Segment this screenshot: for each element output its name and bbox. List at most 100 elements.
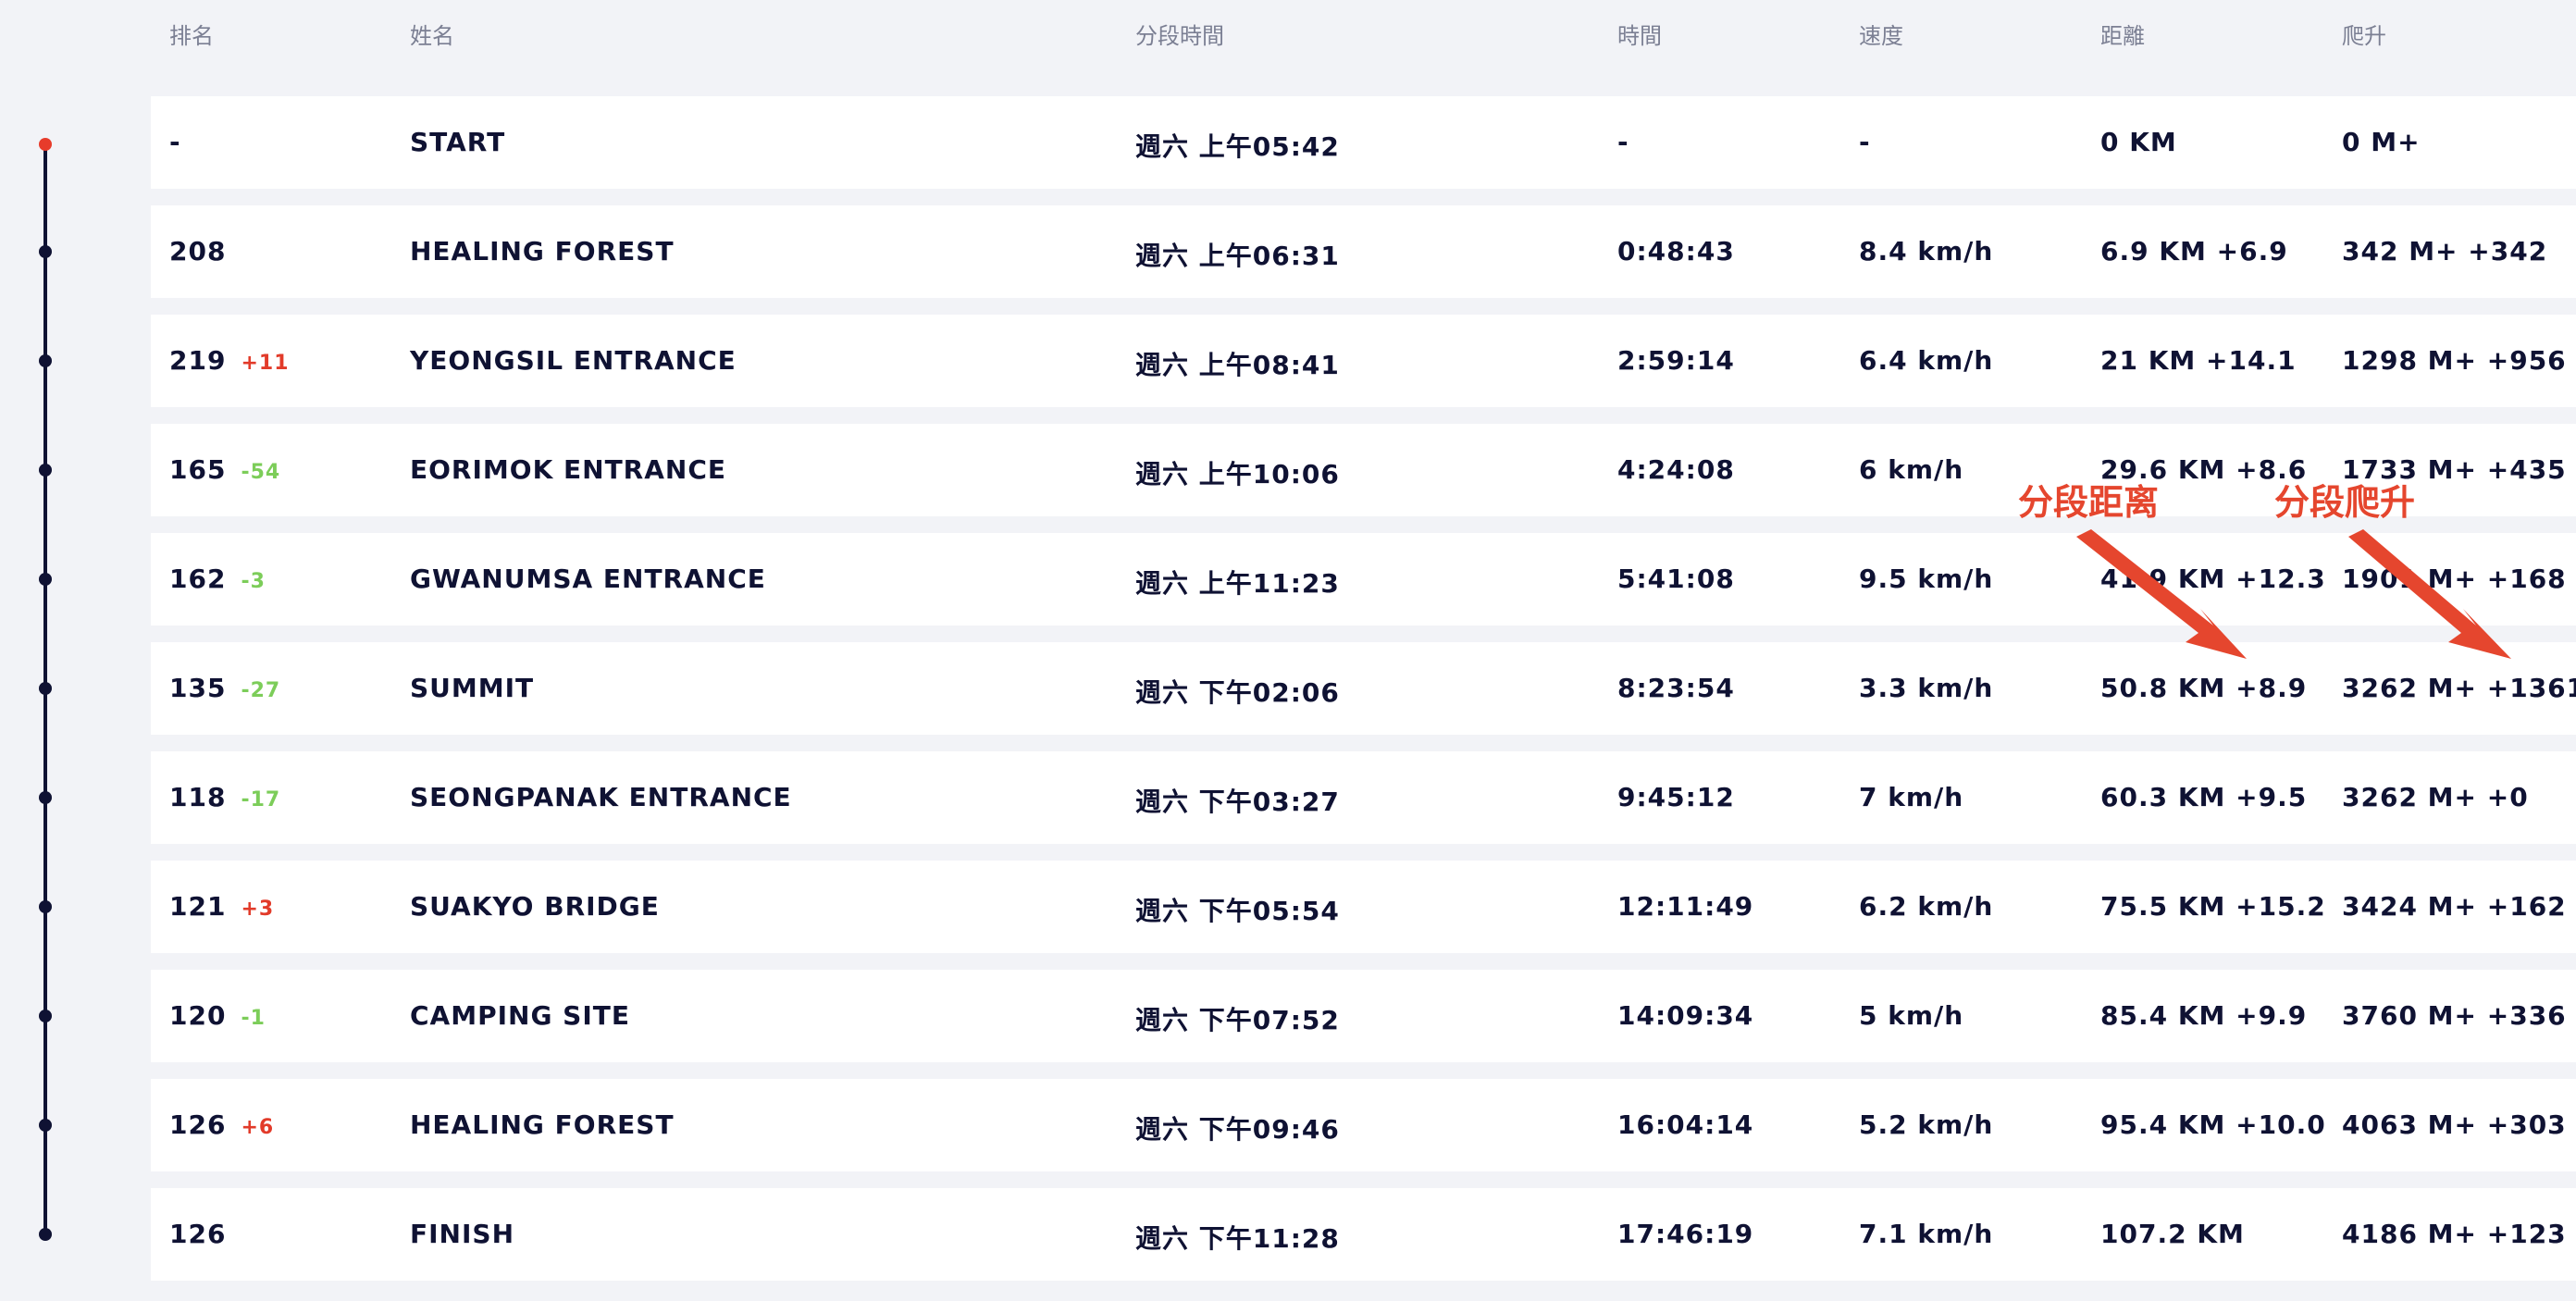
time-value: 12:11:49 [1617,891,1754,922]
header-elevation[interactable]: 爬升 [2342,23,2386,49]
table-row[interactable]: 135 -27 SUMMIT 週六 下午02:06 8:23:54 3.3 km/h 50.… [151,642,2576,735]
table-row[interactable]: 118 -17 SEONGPANAK ENTRANCE 週六 下午03:27 9:45:… [151,751,2576,844]
timeline-dot [39,573,52,586]
annotation-split-distance: 分段距离 [2018,482,2160,523]
rank-value: 208 [169,236,227,266]
elevation-value: 4186 M+ +123 [2342,1219,2567,1249]
cell-distance: 60.3 KM +9.5 [2100,782,2307,812]
cell-time: 12:11:49 [1617,891,1753,922]
table-row[interactable]: 162 -3 GWANUMSA ENTRANCE 週六 上午11:23 5:41:08 9… [151,533,2576,626]
cell-split-time: 週六 下午05:54 [1135,891,1340,928]
rank-value: 120 [169,1000,227,1031]
header-split-time[interactable]: 分段時間 [1135,23,1224,49]
name-value: HEALING FOREST [410,1109,675,1140]
name-value: YEONGSIL ENTRANCE [410,345,737,376]
name-value: SEONGPANAK ENTRANCE [410,782,792,812]
table-header: 排名 姓名 分段時間 時間 速度 距離 爬升 [0,0,2576,65]
cell-name: FINISH [410,1219,514,1249]
elevation-value: 0 M+ [2342,127,2421,157]
timeline-dot [39,354,52,367]
time-value: - [1617,127,1629,157]
name-value: FINISH [410,1219,514,1249]
cell-rank: 165 -54 [169,454,280,485]
elevation-value: 1298 M+ +956 [2342,345,2567,376]
cell-speed: 3.3 km/h [1859,673,1993,703]
header-rank[interactable]: 排名 [169,23,214,49]
rank-value: 121 [169,891,227,922]
header-speed[interactable]: 速度 [1859,23,1903,49]
timeline-dot [39,900,52,913]
cell-rank: 208 [169,236,226,266]
table-row[interactable]: 126 FINISH 週六 下午11:28 17:46:19 7.1 km/h 107.2… [151,1188,2576,1281]
cell-elevation: 3424 M+ +162 [2342,891,2567,922]
table-row[interactable]: 120 -1 CAMPING SITE 週六 下午07:52 14:09:34 5 km/… [151,970,2576,1062]
rank-change: -1 [241,1007,266,1030]
split-time-value: 週六 下午09:46 [1135,1114,1340,1145]
cell-split-time: 週六 上午11:23 [1135,564,1340,601]
cell-distance: 21 KM +14.1 [2100,345,2297,376]
table-row[interactable]: 208 HEALING FOREST 週六 上午06:31 0:48:43 8.4 km… [151,205,2576,298]
cell-split-time: 週六 上午05:42 [1135,127,1340,164]
header-time[interactable]: 時間 [1617,23,1662,49]
timeline-dot [39,1228,52,1241]
cell-time: 8:23:54 [1617,673,1735,703]
speed-value: - [1859,127,1871,157]
cell-elevation: 1298 M+ +956 [2342,345,2567,376]
cell-distance: 95.4 KM +10.0 [2100,1109,2326,1140]
speed-value: 8.4 km/h [1859,236,1994,266]
cell-rank: 126 +6 [169,1109,274,1140]
speed-value: 5.2 km/h [1859,1109,1994,1140]
cell-rank: 126 [169,1219,226,1249]
cell-name: START [410,127,505,157]
cell-name: HEALING FOREST [410,236,675,266]
table-row[interactable]: 121 +3 SUAKYO BRIDGE 週六 下午05:54 12:11:49 6.2 … [151,861,2576,953]
cell-time: 0:48:43 [1617,236,1735,266]
cell-speed: - [1859,127,1871,157]
cell-name: SUAKYO BRIDGE [410,891,660,922]
cell-split-time: 週六 下午02:06 [1135,673,1340,710]
rank-change: +6 [241,1116,275,1139]
split-time-value: 週六 上午11:23 [1135,568,1340,599]
table-row[interactable]: 165 -54 EORIMOK ENTRANCE 週六 上午10:06 4:24:08 6… [151,424,2576,516]
elevation-value: 1733 M+ +435 [2342,454,2567,485]
rank-change: -27 [241,679,281,702]
table-row[interactable]: 126 +6 HEALING FOREST 週六 下午09:46 16:04:14 5.2… [151,1079,2576,1171]
cell-rank: 118 -17 [169,782,280,812]
distance-value: 29.6 KM +8.6 [2100,454,2308,485]
cell-speed: 7 km/h [1859,782,1963,812]
cell-elevation: 0 M+ [2342,127,2421,157]
speed-value: 5 km/h [1859,1000,1964,1031]
rank-change: +3 [241,898,275,921]
time-value: 14:09:34 [1617,1000,1754,1031]
speed-value: 6 km/h [1859,454,1964,485]
cell-time: 9:45:12 [1617,782,1735,812]
cell-speed: 8.4 km/h [1859,236,1993,266]
timeline-dot [39,1119,52,1132]
header-distance[interactable]: 距離 [2100,23,2145,49]
speed-value: 6.4 km/h [1859,345,1994,376]
rank-change: +11 [241,352,290,375]
cell-rank: 135 -27 [169,673,280,703]
rank-value: 162 [169,564,227,594]
cell-distance: 75.5 KM +15.2 [2100,891,2326,922]
name-value: HEALING FOREST [410,236,675,266]
header-name[interactable]: 姓名 [410,23,454,49]
rank-value: 126 [169,1109,227,1140]
cell-distance: 41.9 KM +12.3 [2100,564,2326,594]
elevation-value: 3262 M+ +0 [2342,782,2529,812]
time-value: 5:41:08 [1617,564,1735,594]
cell-speed: 9.5 km/h [1859,564,1993,594]
table-row[interactable]: 219 +11 YEONGSIL ENTRANCE 週六 上午08:41 2:59:14… [151,315,2576,407]
table-row[interactable]: - START 週六 上午05:42 - - 0 KM 0 M+ [151,96,2576,189]
cell-split-time: 週六 上午06:31 [1135,236,1340,273]
distance-value: 95.4 KM +10.0 [2100,1109,2326,1140]
elevation-value: 1901 M+ +168 [2342,564,2567,594]
time-value: 2:59:14 [1617,345,1735,376]
split-time-value: 週六 上午08:41 [1135,350,1340,380]
cell-distance: 6.9 KM +6.9 [2100,236,2288,266]
distance-value: 107.2 KM [2100,1219,2245,1249]
cell-speed: 6.2 km/h [1859,891,1993,922]
name-value: SUAKYO BRIDGE [410,891,660,922]
cell-split-time: 週六 下午09:46 [1135,1109,1340,1146]
cell-rank: 162 -3 [169,564,266,594]
